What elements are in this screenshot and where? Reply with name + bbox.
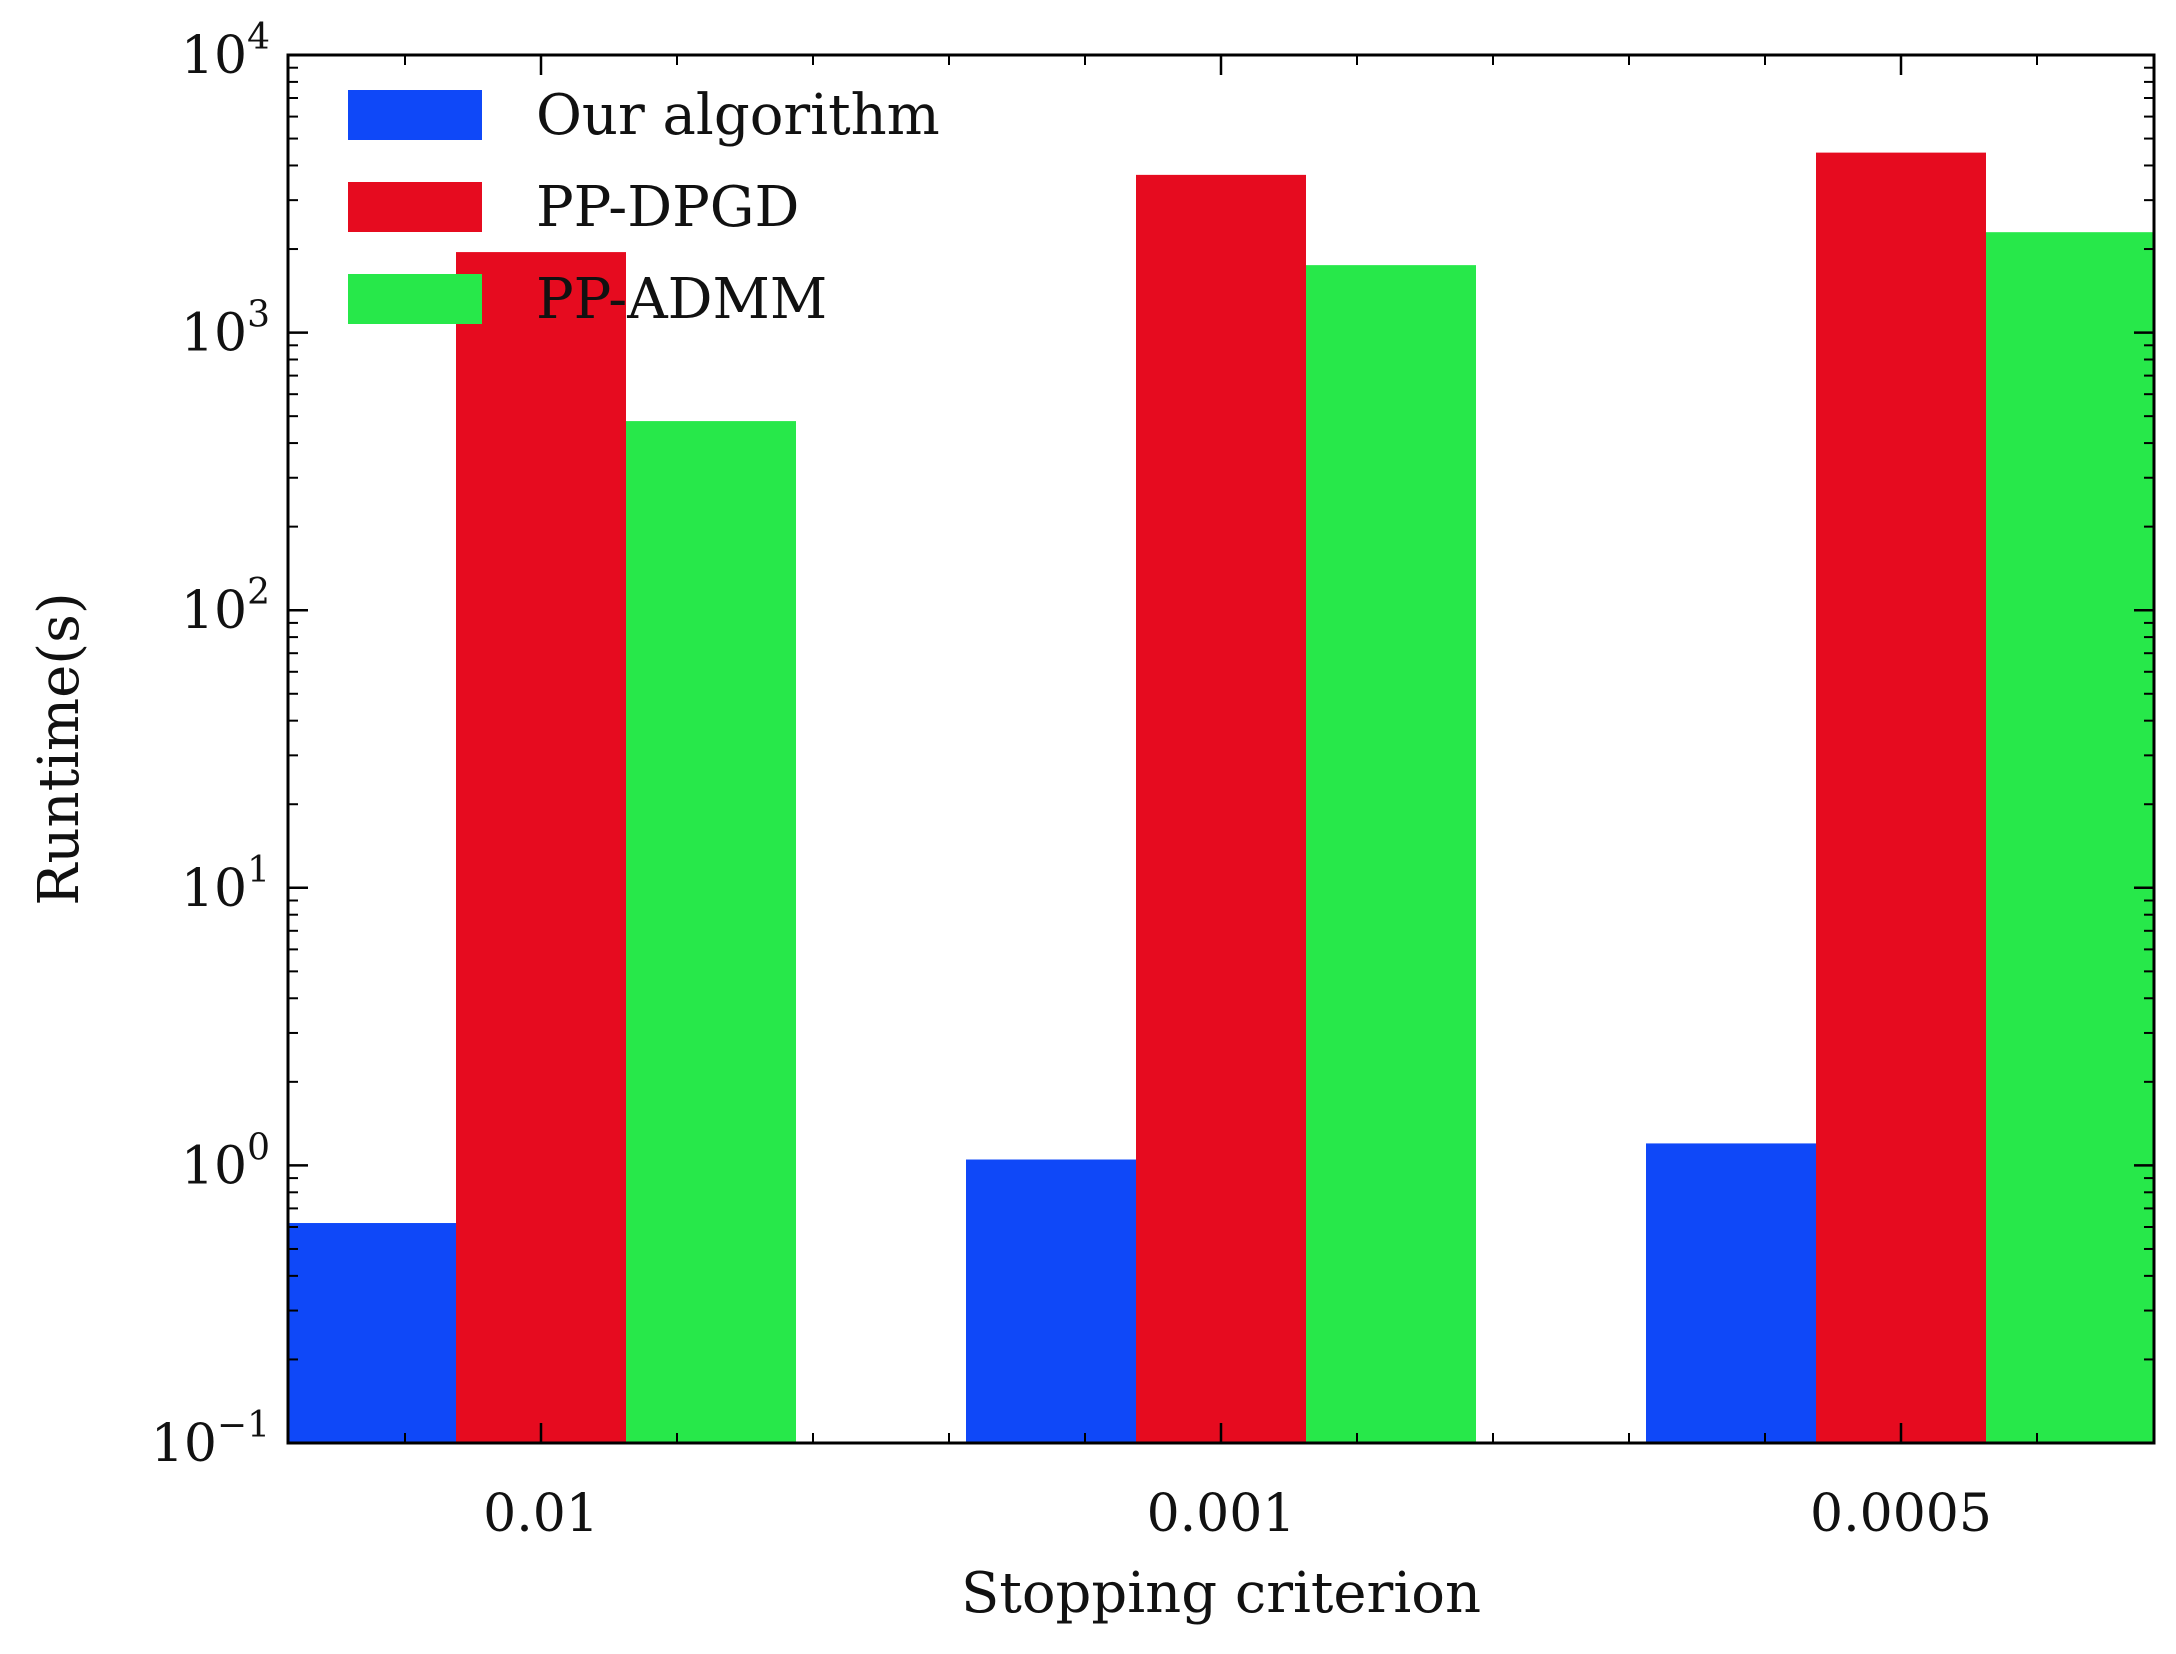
x-tick-label: 0.001 (1147, 1484, 1296, 1544)
legend-swatch-our-algorithm (348, 90, 482, 140)
y-tick-label: 100 (181, 1127, 270, 1196)
y-tick-label: 102 (181, 572, 270, 641)
y-tick-exponent: 3 (247, 295, 270, 336)
y-tick-base: 10 (181, 581, 247, 641)
y-tick-label: 10−1 (151, 1405, 270, 1474)
legend-label-our-algorithm: Our algorithm (536, 83, 940, 148)
bars-layer (288, 152, 2154, 1444)
bar-pp-dpgd-0.001 (1136, 174, 1306, 1444)
bar-our-algorithm-0.0005 (1646, 1143, 1816, 1443)
bar-pp-dpgd-0.0005 (1816, 152, 1986, 1444)
legend-label-pp-admm: PP-ADMM (536, 267, 827, 332)
y-tick-exponent: 1 (247, 850, 270, 891)
legend-label-pp-dpgd: PP-DPGD (536, 175, 799, 240)
x-tick-labels: 0.01 0.001 0.0005 (483, 1484, 1992, 1544)
legend: Our algorithm PP-DPGD PP-ADMM (348, 83, 940, 332)
x-tick-label: 0.01 (483, 1484, 599, 1544)
y-tick-base: 10 (181, 304, 247, 364)
y-tick-base: 10 (181, 1136, 247, 1196)
x-tick-label: 0.0005 (1810, 1484, 1992, 1544)
y-tick-base: 10 (181, 859, 247, 919)
bar-pp-admm-0.01 (626, 421, 796, 1444)
bar-our-algorithm-0.01 (288, 1223, 456, 1443)
plot-frame (286, 53, 2156, 1445)
legend-swatch-pp-dpgd (348, 182, 482, 232)
legend-swatch-pp-admm (348, 274, 482, 324)
y-tick-exponent: 4 (247, 17, 270, 58)
x-axis-label: Stopping criterion (961, 1561, 1481, 1626)
y-tick-label: 104 (181, 17, 270, 86)
y-tick-exponent: 0 (247, 1127, 270, 1168)
bar-our-algorithm-0.001 (966, 1159, 1136, 1443)
y-tick-exponent: 2 (247, 572, 270, 613)
bar-pp-admm-0.0005 (1986, 232, 2154, 1444)
y-tick-exponent: −1 (217, 1405, 270, 1446)
y-tick-base: 10 (151, 1414, 217, 1474)
y-tick-base: 10 (181, 26, 247, 86)
y-axis-label: Runtime(s) (27, 592, 92, 905)
y-tick-label: 101 (181, 850, 270, 919)
y-tick-label: 103 (181, 295, 270, 364)
bar-pp-admm-0.001 (1306, 265, 1476, 1444)
bar-pp-dpgd-0.01 (456, 252, 626, 1443)
